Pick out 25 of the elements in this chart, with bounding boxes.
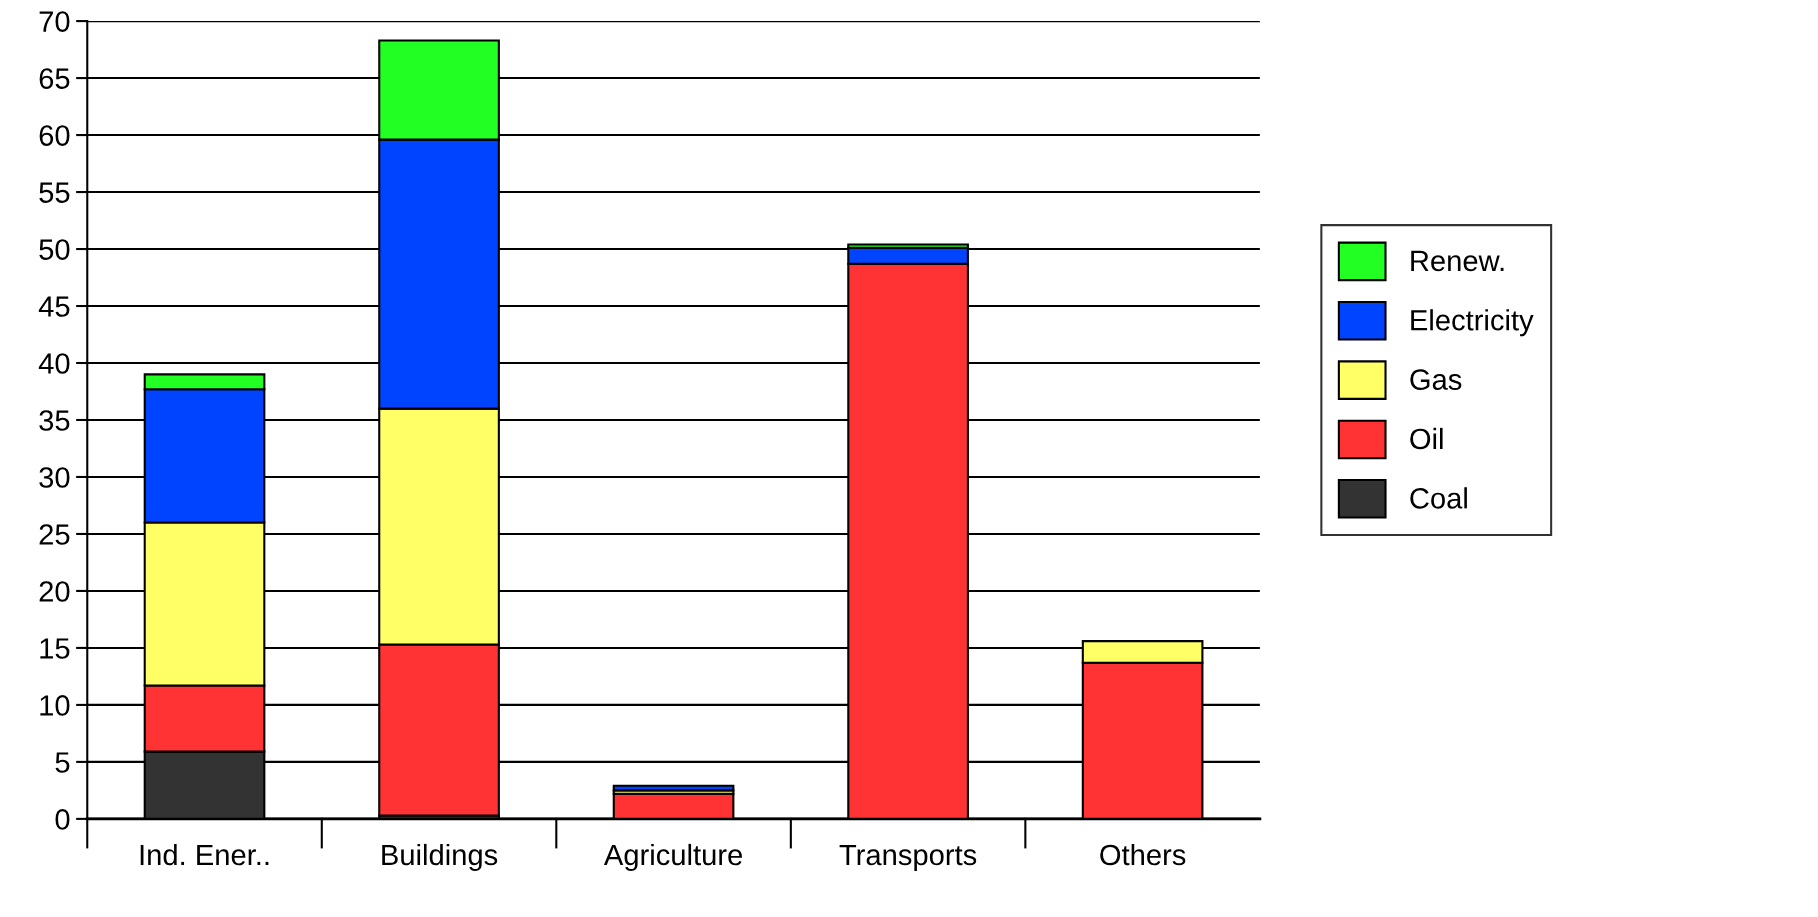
y-tick-label: 15	[40, 638, 70, 659]
y-tick-label: 50	[39, 239, 70, 260]
y-tick-label: 55	[39, 182, 70, 203]
legend-label: Gas	[1410, 369, 1462, 390]
y-tick-label: 25	[39, 524, 70, 545]
x-tick-label: Buildings	[382, 843, 498, 872]
y-tick-label: 65	[39, 68, 70, 89]
y-tick-label: 35	[39, 410, 70, 431]
x-tick-label: Agriculture	[603, 843, 742, 872]
x-tick-label: Others	[1100, 843, 1186, 866]
y-tick-label: 5	[55, 752, 70, 773]
y-tick-label: 60	[39, 125, 70, 146]
x-tick-label: Transports	[839, 844, 977, 872]
y-tick-label: 40	[38, 353, 70, 374]
x-tick-label: Ind. Ener..	[140, 843, 269, 866]
y-tick-label: 70	[39, 11, 70, 32]
legend-label: Electricity	[1411, 309, 1534, 337]
legend-label: Renew.	[1411, 250, 1504, 272]
y-tick-label: 10	[40, 695, 70, 716]
y-tick-label: 0	[55, 809, 70, 830]
legend-label: Oil	[1410, 427, 1443, 450]
y-tick-label: 30	[39, 467, 70, 488]
y-tick-label: 45	[38, 296, 70, 317]
y-tick-label: 20	[39, 581, 70, 602]
legend-label: Coal	[1410, 487, 1467, 509]
